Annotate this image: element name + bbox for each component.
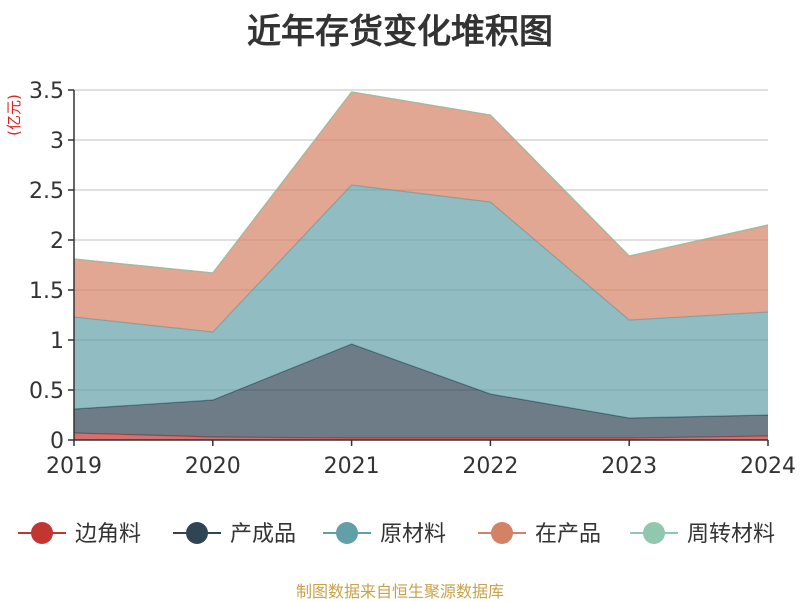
area-series-1 xyxy=(74,344,768,438)
x-tick-label: 2022 xyxy=(462,454,518,479)
x-tick-label: 2024 xyxy=(740,454,796,479)
y-tick-label: 0.5 xyxy=(29,379,64,404)
legend-marker xyxy=(336,522,358,544)
y-axis-unit-label: (亿元) xyxy=(5,94,23,136)
legend-marker xyxy=(491,522,513,544)
legend-label: 边角料 xyxy=(75,522,141,547)
legend-item-4[interactable]: 周转材料 xyxy=(630,522,775,547)
y-tick-label: 3.5 xyxy=(29,79,64,104)
x-tick-label: 2019 xyxy=(46,454,102,479)
area-series-3 xyxy=(74,92,768,332)
y-tick-label: 1.5 xyxy=(29,279,64,304)
y-tick-label: 0 xyxy=(50,429,64,454)
legend-item-1[interactable]: 产成品 xyxy=(173,522,296,547)
legend-label: 产成品 xyxy=(230,522,296,547)
x-tick-label: 2021 xyxy=(324,454,380,479)
area-series-2 xyxy=(74,185,768,418)
legend-marker xyxy=(31,522,53,544)
area-line-4 xyxy=(73,91,769,274)
x-tick-label: 2023 xyxy=(601,454,657,479)
chart-title: 近年存货变化堆积图 xyxy=(247,12,553,52)
legend-label: 周转材料 xyxy=(687,522,775,547)
y-tick-label: 2 xyxy=(50,229,64,254)
y-tick-label: 2.5 xyxy=(29,179,64,204)
legend-item-3[interactable]: 在产品 xyxy=(478,522,601,547)
axes: 0 0.5 1 1.5 2 2.5 3 3.5 2019 2020 2021 2022 2023 2024 xyxy=(29,79,796,479)
legend-label: 在产品 xyxy=(535,522,601,547)
legend-item-2[interactable]: 原材料 xyxy=(323,522,446,547)
legend-label: 原材料 xyxy=(380,522,446,547)
y-tick-label: 1 xyxy=(50,329,64,354)
legend-marker xyxy=(186,522,208,544)
source-note: 制图数据来自恒生聚源数据库 xyxy=(295,582,504,601)
area-series xyxy=(73,91,769,440)
legend-marker xyxy=(643,522,665,544)
x-tick-label: 2020 xyxy=(185,454,241,479)
legend-item-0[interactable]: 边角料 xyxy=(18,522,141,547)
legend: 边角料 产成品 原材料 在产品 周转材料 xyxy=(18,522,775,547)
y-tick-label: 3 xyxy=(50,129,64,154)
